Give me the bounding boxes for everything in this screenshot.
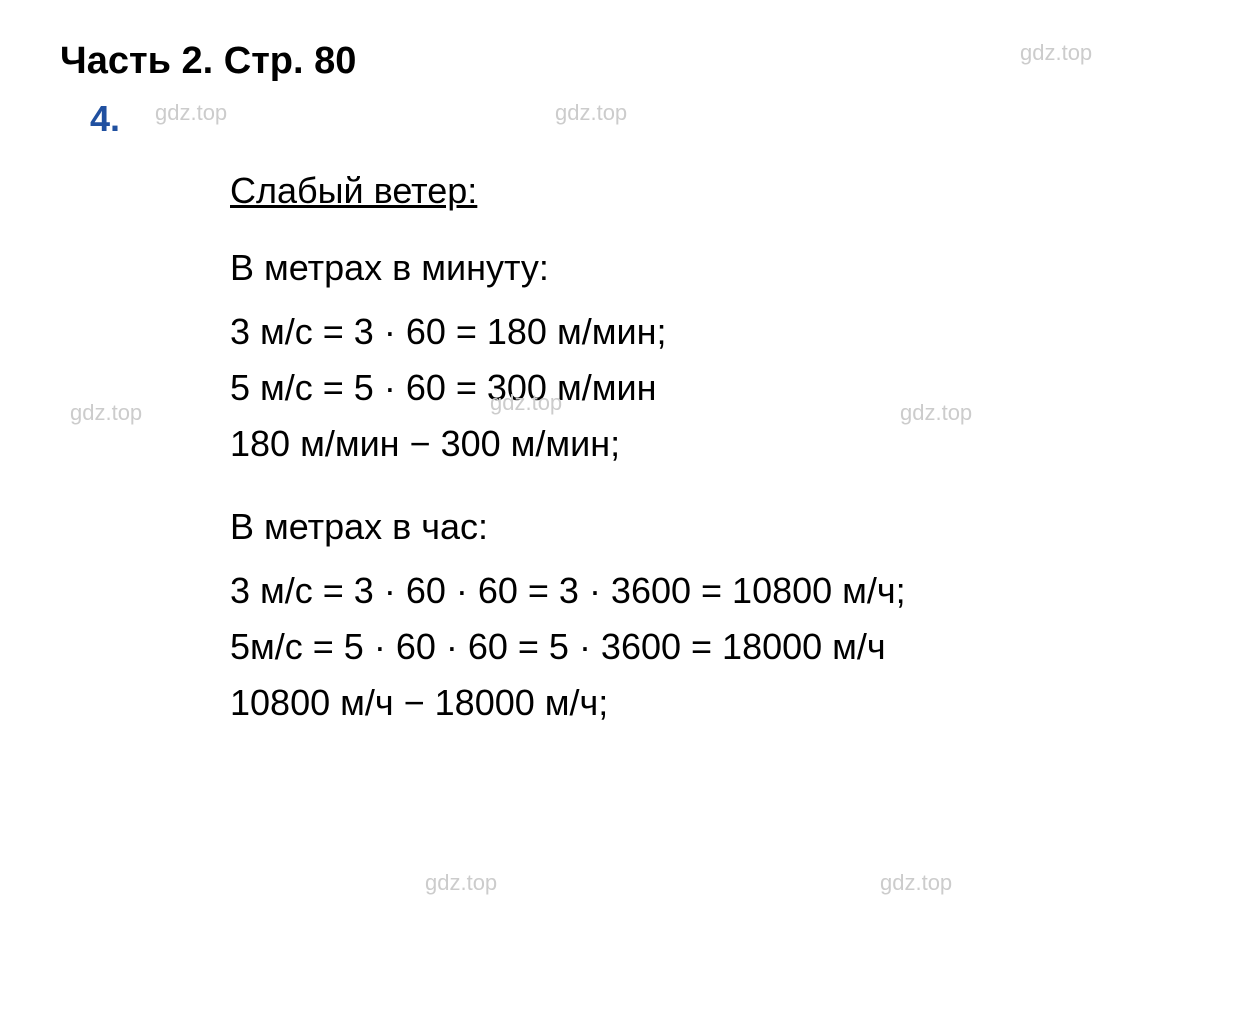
watermark: gdz.top: [425, 870, 497, 896]
math-line: 5 м/с = 5 · 60 = 300 м/мин: [230, 360, 1180, 416]
spacer: [230, 471, 1180, 506]
math-line: 5м/с = 5 · 60 · 60 = 5 · 3600 = 18000 м/…: [230, 619, 1180, 675]
problem-number: 4.: [90, 98, 1180, 140]
section-heading: Слабый ветер:: [230, 170, 1180, 212]
subsection2-heading: В метрах в час:: [230, 506, 1180, 548]
watermark: gdz.top: [880, 870, 952, 896]
content-block: Слабый ветер: В метрах в минуту: 3 м/с =…: [230, 170, 1180, 731]
math-line: 3 м/с = 3 · 60 = 180 м/мин;: [230, 304, 1180, 360]
math-line: 10800 м/ч − 18000 м/ч;: [230, 675, 1180, 731]
math-line: 180 м/мин − 300 м/мин;: [230, 416, 1180, 472]
watermark: gdz.top: [70, 400, 142, 426]
math-line: 3 м/с = 3 · 60 · 60 = 3 · 3600 = 10800 м…: [230, 563, 1180, 619]
subsection1-heading: В метрах в минуту:: [230, 247, 1180, 289]
page-title: Часть 2. Стр. 80: [60, 40, 1180, 83]
